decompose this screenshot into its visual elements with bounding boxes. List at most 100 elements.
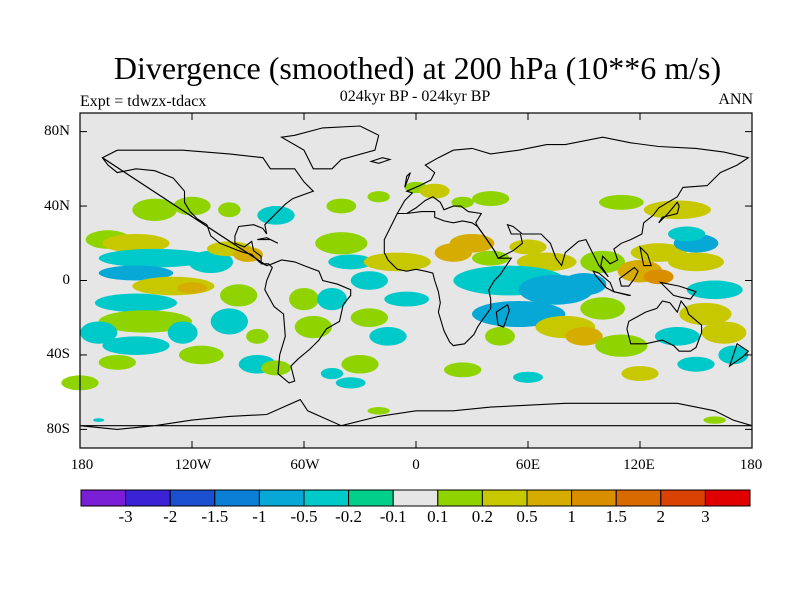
coastline [728, 342, 750, 368]
anomaly-region [132, 198, 178, 221]
anomaly-region [367, 191, 390, 203]
anomaly-region [580, 250, 626, 274]
lon-label-180e: 180 [739, 457, 763, 473]
anomaly-region [188, 250, 234, 274]
anomaly-region [173, 196, 211, 216]
anomaly-region [516, 252, 577, 272]
anomaly-region [369, 327, 407, 346]
coastline [495, 303, 510, 328]
anomaly-region [643, 269, 674, 285]
colorbar-swatch [348, 489, 394, 507]
anomaly-region [668, 252, 724, 272]
anomaly-region [80, 321, 118, 344]
coastline [79, 398, 753, 430]
anomaly-region [472, 250, 510, 266]
anomaly-region [98, 248, 211, 268]
coastline [383, 211, 513, 347]
anomaly-region [451, 196, 474, 208]
lat-label-80n: 80N [44, 123, 70, 139]
anomaly-region [210, 308, 248, 335]
anomaly-region [561, 273, 607, 296]
anomaly-region [565, 327, 603, 346]
anomaly-region [328, 254, 374, 270]
anomaly-region [177, 282, 207, 294]
colorbar-label: -0.1 [379, 507, 407, 526]
anomaly-region [326, 198, 357, 214]
experiment-label: Expt = tdwzx-tdacx [80, 93, 207, 110]
colorbar-label: -1 [252, 507, 267, 526]
lat-label-40s: 40S [46, 346, 70, 362]
anomaly-region [98, 310, 192, 333]
colorbar-label: 0.2 [471, 507, 494, 526]
anomaly-region [317, 287, 347, 311]
anomaly-region [167, 321, 198, 344]
anomaly-region [363, 252, 431, 272]
colorbar-swatch [704, 489, 751, 507]
anomaly-region [220, 284, 258, 307]
anomaly-region [261, 360, 291, 376]
coastline [257, 237, 279, 244]
coastline [613, 291, 631, 296]
colorbar-swatch [258, 489, 305, 507]
coastline [639, 245, 652, 267]
anomaly-region [703, 416, 726, 424]
anomaly-region [419, 183, 450, 199]
anomaly-region [98, 354, 136, 370]
anomaly-region [320, 367, 344, 380]
colorbar-swatch [437, 489, 483, 507]
anomaly-region [598, 194, 644, 210]
anomaly-region [178, 345, 224, 365]
coastline [279, 125, 380, 170]
anomaly-region [294, 315, 333, 339]
colorbar-swatch [526, 489, 573, 507]
anomaly-region [341, 354, 379, 374]
coastline [618, 266, 639, 287]
colorbar-swatch [571, 489, 617, 507]
colorbar-label: 0.5 [516, 507, 538, 526]
coastline [101, 157, 268, 267]
colorbar-label: 0.1 [427, 507, 449, 526]
colorbar-label: -3 [118, 507, 133, 526]
anomaly-region [350, 271, 389, 290]
anomaly-region [677, 356, 715, 372]
colorbar-label: -1.5 [201, 507, 229, 526]
anomaly-region [654, 327, 700, 346]
anomaly-region [315, 232, 368, 255]
lon-label-180w: 180 [70, 457, 94, 473]
colorbar-label: 3 [701, 507, 710, 526]
colorbar-label: 1 [567, 507, 576, 526]
anomaly-region [102, 233, 170, 253]
colorbar-swatch [615, 489, 662, 507]
anomaly-region [643, 200, 711, 220]
anomaly-region [246, 328, 269, 344]
colorbar-label: -0.2 [335, 507, 363, 526]
anomaly-region [384, 291, 430, 307]
anomaly-region [218, 202, 241, 218]
anomaly-region [93, 418, 105, 422]
anomaly-region [335, 377, 366, 389]
anomaly-region [485, 327, 515, 346]
lon-label-60w: 60W [290, 457, 320, 473]
colorbar-swatch [214, 489, 260, 507]
colorbar-swatch [80, 489, 127, 507]
colorbar-swatch [169, 489, 216, 507]
colorbar-swatch [125, 489, 171, 507]
coastline [101, 149, 352, 384]
chart-title: Divergence (smoothed) at 200 hPa (10**6 … [113, 50, 722, 86]
colorbar-label: -2 [163, 507, 178, 526]
anomaly-region [350, 308, 389, 328]
anomaly-region [472, 191, 510, 207]
anomaly-region [289, 287, 319, 311]
lon-label-60e: 60E [515, 457, 541, 473]
anomaly-region [595, 334, 648, 357]
coastline [396, 136, 750, 278]
colorbar-label: -0.5 [290, 507, 318, 526]
anomaly-region [701, 321, 747, 344]
colorbar-swatch [392, 489, 439, 507]
anomaly-region [679, 302, 732, 326]
lon-label-0: 0 [412, 457, 420, 473]
colorbar-label: 2 [656, 507, 666, 526]
lat-label-80s: 80S [46, 421, 70, 437]
anomaly-region [98, 265, 174, 281]
